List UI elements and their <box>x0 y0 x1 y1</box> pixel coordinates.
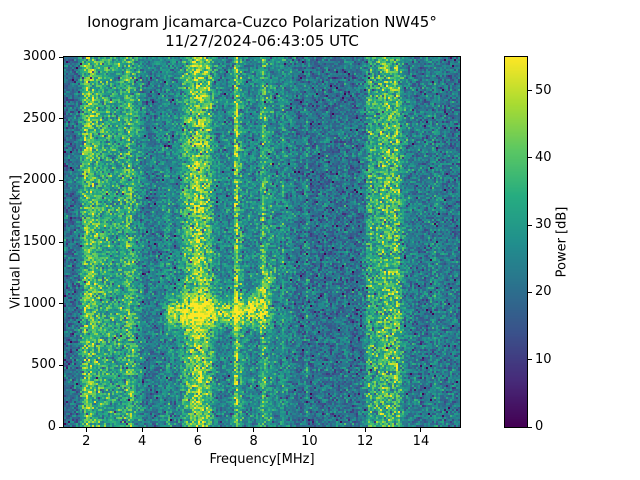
y-tick-mark <box>59 364 63 366</box>
colorbar-tick-mark <box>528 359 532 361</box>
x-tick-label: 10 <box>301 434 318 449</box>
ionogram-heatmap <box>64 57 460 427</box>
x-tick-mark <box>420 428 422 432</box>
x-tick-mark <box>253 428 255 432</box>
y-tick-label: 1000 <box>22 295 56 311</box>
y-tick-mark <box>59 303 63 305</box>
y-tick-mark <box>59 241 63 243</box>
y-tick-label: 2000 <box>22 172 56 188</box>
colorbar-tick-mark <box>528 157 532 159</box>
y-tick-label: 0 <box>47 419 56 434</box>
x-tick-label: 2 <box>82 434 91 449</box>
colorbar <box>505 57 527 427</box>
y-tick-mark <box>59 426 63 428</box>
colorbar-tick-label: 50 <box>535 82 552 98</box>
x-tick-mark <box>308 428 310 432</box>
colorbar-tick-label: 0 <box>535 419 544 434</box>
y-tick-mark <box>59 179 63 181</box>
chart-title: Ionogram Jicamarca-Cuzco Polarization NW… <box>87 13 437 31</box>
x-tick-label: 4 <box>137 434 147 449</box>
x-tick-mark <box>85 428 87 432</box>
colorbar-tick-label: 30 <box>535 217 552 233</box>
x-tick-label: 8 <box>249 434 258 449</box>
y-tick-label: 2500 <box>22 110 56 126</box>
x-tick-label: 6 <box>193 434 202 449</box>
colorbar-tick-label: 40 <box>535 149 552 165</box>
colorbar-tick-mark <box>528 224 532 226</box>
colorbar-tick-label: 20 <box>535 284 552 300</box>
chart-subtitle: 11/27/2024-06:43:05 UTC <box>165 32 359 50</box>
x-tick-label: 12 <box>356 434 374 449</box>
y-tick-mark <box>59 56 63 58</box>
x-tick-mark <box>197 428 199 432</box>
x-tick-mark <box>141 428 143 432</box>
x-axis-label: Frequency[MHz] <box>209 452 315 467</box>
y-tick-label: 1500 <box>22 234 56 249</box>
colorbar-tick-mark <box>528 426 532 428</box>
colorbar-tick-label: 10 <box>535 351 552 367</box>
x-tick-mark <box>364 428 366 432</box>
y-tick-label: 3000 <box>22 49 56 64</box>
colorbar-tick-mark <box>528 90 532 92</box>
x-tick-label: 14 <box>412 434 430 449</box>
y-tick-mark <box>59 118 63 120</box>
y-tick-label: 500 <box>31 357 56 373</box>
colorbar-tick-mark <box>528 291 532 293</box>
